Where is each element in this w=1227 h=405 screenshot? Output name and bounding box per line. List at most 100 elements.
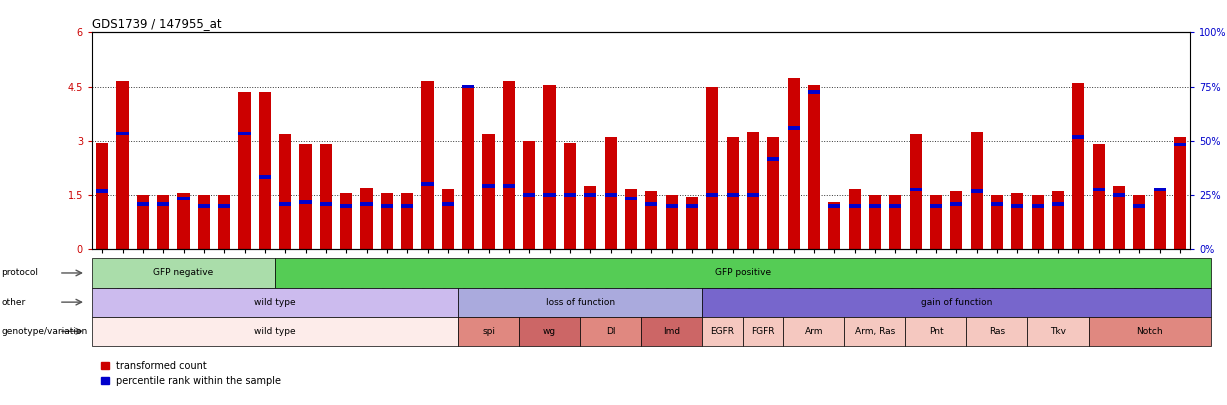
Text: EGFR: EGFR [710, 327, 735, 336]
Bar [828, 204, 840, 207]
Bar [96, 190, 108, 193]
Bar [92, 288, 458, 317]
Text: Ras: Ras [989, 327, 1005, 336]
Text: Arm, Ras: Arm, Ras [855, 327, 896, 336]
Bar [605, 137, 617, 249]
Bar [482, 184, 494, 188]
Bar [788, 77, 800, 249]
Bar [844, 317, 906, 346]
Bar [421, 81, 433, 249]
Bar [1174, 137, 1187, 249]
Bar [1032, 204, 1044, 207]
Bar [259, 175, 271, 179]
Bar [442, 202, 454, 206]
Bar [605, 193, 617, 197]
Bar [136, 195, 148, 249]
Bar [421, 182, 433, 186]
Text: gain of function: gain of function [920, 298, 991, 307]
Bar [380, 204, 393, 207]
Bar [726, 193, 739, 197]
Text: wg: wg [544, 327, 556, 336]
Bar [361, 188, 373, 249]
Bar [503, 184, 515, 188]
Bar [849, 190, 861, 249]
Bar [458, 288, 702, 317]
Bar [279, 202, 291, 206]
Bar [849, 204, 861, 207]
Bar [906, 317, 967, 346]
Text: genotype/variation: genotype/variation [1, 327, 87, 336]
Bar [544, 85, 556, 249]
Bar [1092, 188, 1104, 191]
Bar [401, 193, 413, 249]
Bar [828, 202, 840, 249]
Bar [361, 202, 373, 206]
Text: GDS1739 / 147955_at: GDS1739 / 147955_at [92, 17, 222, 30]
Text: protocol: protocol [1, 269, 38, 277]
Bar [991, 195, 1004, 249]
Bar [584, 186, 596, 249]
Bar [869, 195, 881, 249]
Bar [503, 81, 515, 249]
Bar [967, 317, 1027, 346]
Bar [238, 132, 250, 135]
Bar [320, 202, 333, 206]
Bar [625, 190, 637, 249]
Bar [645, 202, 658, 206]
Bar [1072, 83, 1085, 249]
Bar [92, 258, 275, 288]
Bar [1134, 204, 1146, 207]
Bar [747, 132, 760, 249]
Bar [991, 202, 1004, 206]
Bar [544, 193, 556, 197]
Text: loss of function: loss of function [546, 298, 615, 307]
Bar [463, 85, 475, 88]
Bar [1052, 202, 1064, 206]
Bar [788, 126, 800, 130]
Text: other: other [1, 298, 26, 307]
Bar [1027, 317, 1088, 346]
Bar [1174, 143, 1187, 146]
Bar [96, 143, 108, 249]
Bar [726, 137, 739, 249]
Bar [767, 157, 779, 161]
Text: wild type: wild type [254, 298, 296, 307]
Bar [1092, 144, 1104, 249]
Bar [742, 317, 784, 346]
Bar [930, 204, 942, 207]
Bar [890, 204, 902, 207]
Bar [198, 204, 210, 207]
Bar [523, 141, 535, 249]
Bar [523, 193, 535, 197]
Bar [1153, 191, 1166, 249]
Bar [564, 143, 575, 249]
Bar [869, 204, 881, 207]
Bar [686, 197, 698, 249]
Text: Imd: Imd [663, 327, 680, 336]
Bar [458, 317, 519, 346]
Bar [482, 134, 494, 249]
Bar [950, 202, 962, 206]
Bar [702, 288, 1211, 317]
Bar [1088, 317, 1211, 346]
Bar [1011, 193, 1023, 249]
Text: Arm: Arm [805, 327, 823, 336]
Bar [157, 202, 169, 206]
Bar [1134, 195, 1146, 249]
Bar [1113, 193, 1125, 197]
Bar [580, 317, 640, 346]
Bar [890, 195, 902, 249]
Bar [909, 134, 921, 249]
Bar [157, 195, 169, 249]
Bar [971, 132, 983, 249]
Text: spi: spi [482, 327, 494, 336]
Bar [930, 195, 942, 249]
Bar [442, 190, 454, 249]
Bar [238, 92, 250, 249]
Text: GFP negative: GFP negative [153, 269, 213, 277]
Bar [564, 193, 575, 197]
Bar [218, 195, 231, 249]
Text: FGFR: FGFR [751, 327, 775, 336]
Bar [1011, 204, 1023, 207]
Bar [136, 202, 148, 206]
